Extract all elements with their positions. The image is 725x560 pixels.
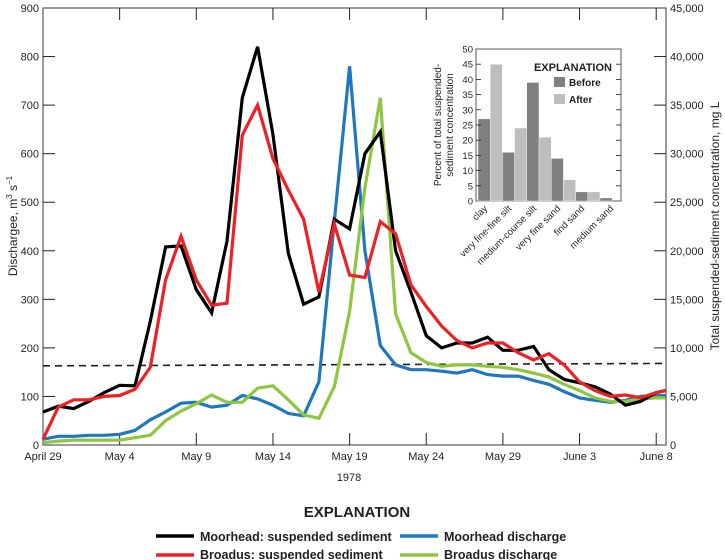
legend-label-broadus-sediment: Broadus: suspended sediment (200, 548, 384, 560)
inset-bar-before-very-fine-sand (551, 158, 564, 202)
inset-tick-label: 25 (462, 121, 473, 132)
x-tick-label: May 14 (255, 451, 291, 463)
legend-label-moorhead-discharge: Moorhead discharge (444, 530, 566, 544)
inset-tick-label: 10 (462, 166, 473, 177)
right-tick-label: 40,000 (670, 52, 704, 64)
inset-bar-after-very-fine-sand (563, 179, 576, 202)
inset-axis-ticks: 0 5 10 15 20 25 30 35 40 45 50 (462, 45, 621, 208)
inset-tick-label: 0 (468, 197, 473, 208)
inset-bar-after-medium-course-silt (538, 136, 552, 202)
legend-label-broadus-discharge: Broadus discharge (444, 548, 557, 560)
inset-axis-title-line2: sediment concentration (445, 73, 456, 176)
left-tick-label: 400 (21, 246, 39, 258)
left-tick-label: 500 (21, 197, 39, 209)
left-axis-title: Dischargee, m3 s−1 (5, 175, 20, 276)
series-line-broadus-discharge (42, 97, 666, 445)
left-tick-label: 0 (33, 440, 39, 452)
left-tick-label: 300 (21, 294, 39, 306)
x-tick-label: May 4 (105, 451, 135, 463)
x-tick-label: May 24 (408, 451, 444, 463)
main-legend: EXPLANATION Moorhead: suspended sediment… (156, 504, 566, 560)
inset-tick-label: 20 (462, 136, 473, 147)
left-axis-ticks: 0 100 200 300 400 500 600 700 800 900 (21, 3, 55, 452)
inset-tick-label: 35 (462, 90, 473, 101)
x-tick-label: May 29 (485, 451, 521, 463)
inset-bars (477, 63, 613, 202)
inset-axis-title-line1: Percent of total suspended- (433, 64, 444, 186)
inset-bar-after-clay (490, 63, 503, 202)
x-tick-label: May 9 (181, 451, 211, 463)
right-tick-label: 0 (670, 440, 676, 452)
series-layer (41, 46, 666, 445)
inset-legend-swatch-before (554, 77, 565, 87)
x-tick-label: June 8 (640, 451, 673, 463)
inset-tick-label: 5 (468, 181, 473, 192)
inset-bar-after-very-fine-fine-silt (514, 127, 527, 202)
inset-legend-swatch-after (554, 94, 565, 104)
inset-bar-before-very-fine-fine-silt (502, 152, 515, 202)
left-tick-label: 800 (21, 52, 39, 64)
inset-tick-label: 45 (462, 60, 473, 71)
inset-tick-label: 40 (462, 75, 473, 86)
left-axis-title-mid: s (6, 185, 20, 194)
left-tick-label: 100 (21, 391, 39, 403)
right-tick-label: 25,000 (670, 197, 704, 209)
x-tick-label: June 3 (563, 451, 596, 463)
inset-tick-label: 15 (462, 151, 473, 162)
right-tick-label: 15,000 (670, 294, 704, 306)
main-legend-title: EXPLANATION (304, 504, 410, 521)
x-axis-ticks: April 29 May 4 May 9 May 14 May 19 May 24 May … (24, 8, 673, 463)
left-tick-label: 200 (21, 343, 39, 355)
series-line-moorhead-suspended-sediment (42, 46, 666, 414)
left-axis-title-sup: 3 (5, 194, 14, 199)
left-axis-title-sup2: −1 (5, 175, 14, 185)
inset-bar-before-clay (477, 118, 491, 202)
legend-label-moorhead-sediment: Moorhead: suspended sediment (200, 530, 393, 544)
series-line-moorhead-discharge (42, 66, 666, 441)
inset-bar-before-medium-sand (599, 197, 613, 202)
inset-bar-before-find-sand (575, 191, 588, 202)
right-tick-label: 5,000 (670, 391, 698, 403)
left-axis-title-main: Dischargee, m (6, 199, 20, 276)
main-plot-frame (42, 7, 667, 446)
x-tick-label: April 29 (24, 451, 61, 463)
x-tick-label: May 19 (332, 451, 368, 463)
left-tick-label: 900 (21, 3, 39, 15)
left-tick-label: 600 (21, 149, 39, 161)
inset-tick-label: 30 (462, 105, 473, 116)
inset-legend-label-before: Before (569, 78, 601, 89)
right-axis-title: Total suspended-sediment concentration, … (708, 101, 722, 350)
reference-dashed-line (42, 362, 667, 367)
inset-legend-label-after: After (569, 95, 592, 106)
right-tick-label: 20,000 (670, 246, 704, 258)
series-line-broadus-suspended-sediment (41, 100, 666, 440)
right-tick-label: 30,000 (670, 149, 704, 161)
right-axis-ticks: 0 5,000 10,000 15,000 20,000 25,000 30,000 35,0… (654, 3, 704, 452)
right-tick-label: 35,000 (670, 100, 704, 112)
right-tick-label: 10,000 (670, 343, 704, 355)
left-tick-label: 700 (21, 100, 39, 112)
right-tick-label: 45,000 (670, 3, 704, 15)
inset-legend-title: EXPLANATION (534, 62, 612, 74)
inset-tick-label: 50 (462, 45, 473, 56)
inset-bar-after-find-sand (587, 191, 601, 202)
x-axis-title: 1978 (337, 472, 361, 484)
inset-category-label: clay (470, 203, 490, 223)
inset-bar-before-medium-course-silt (526, 82, 540, 202)
